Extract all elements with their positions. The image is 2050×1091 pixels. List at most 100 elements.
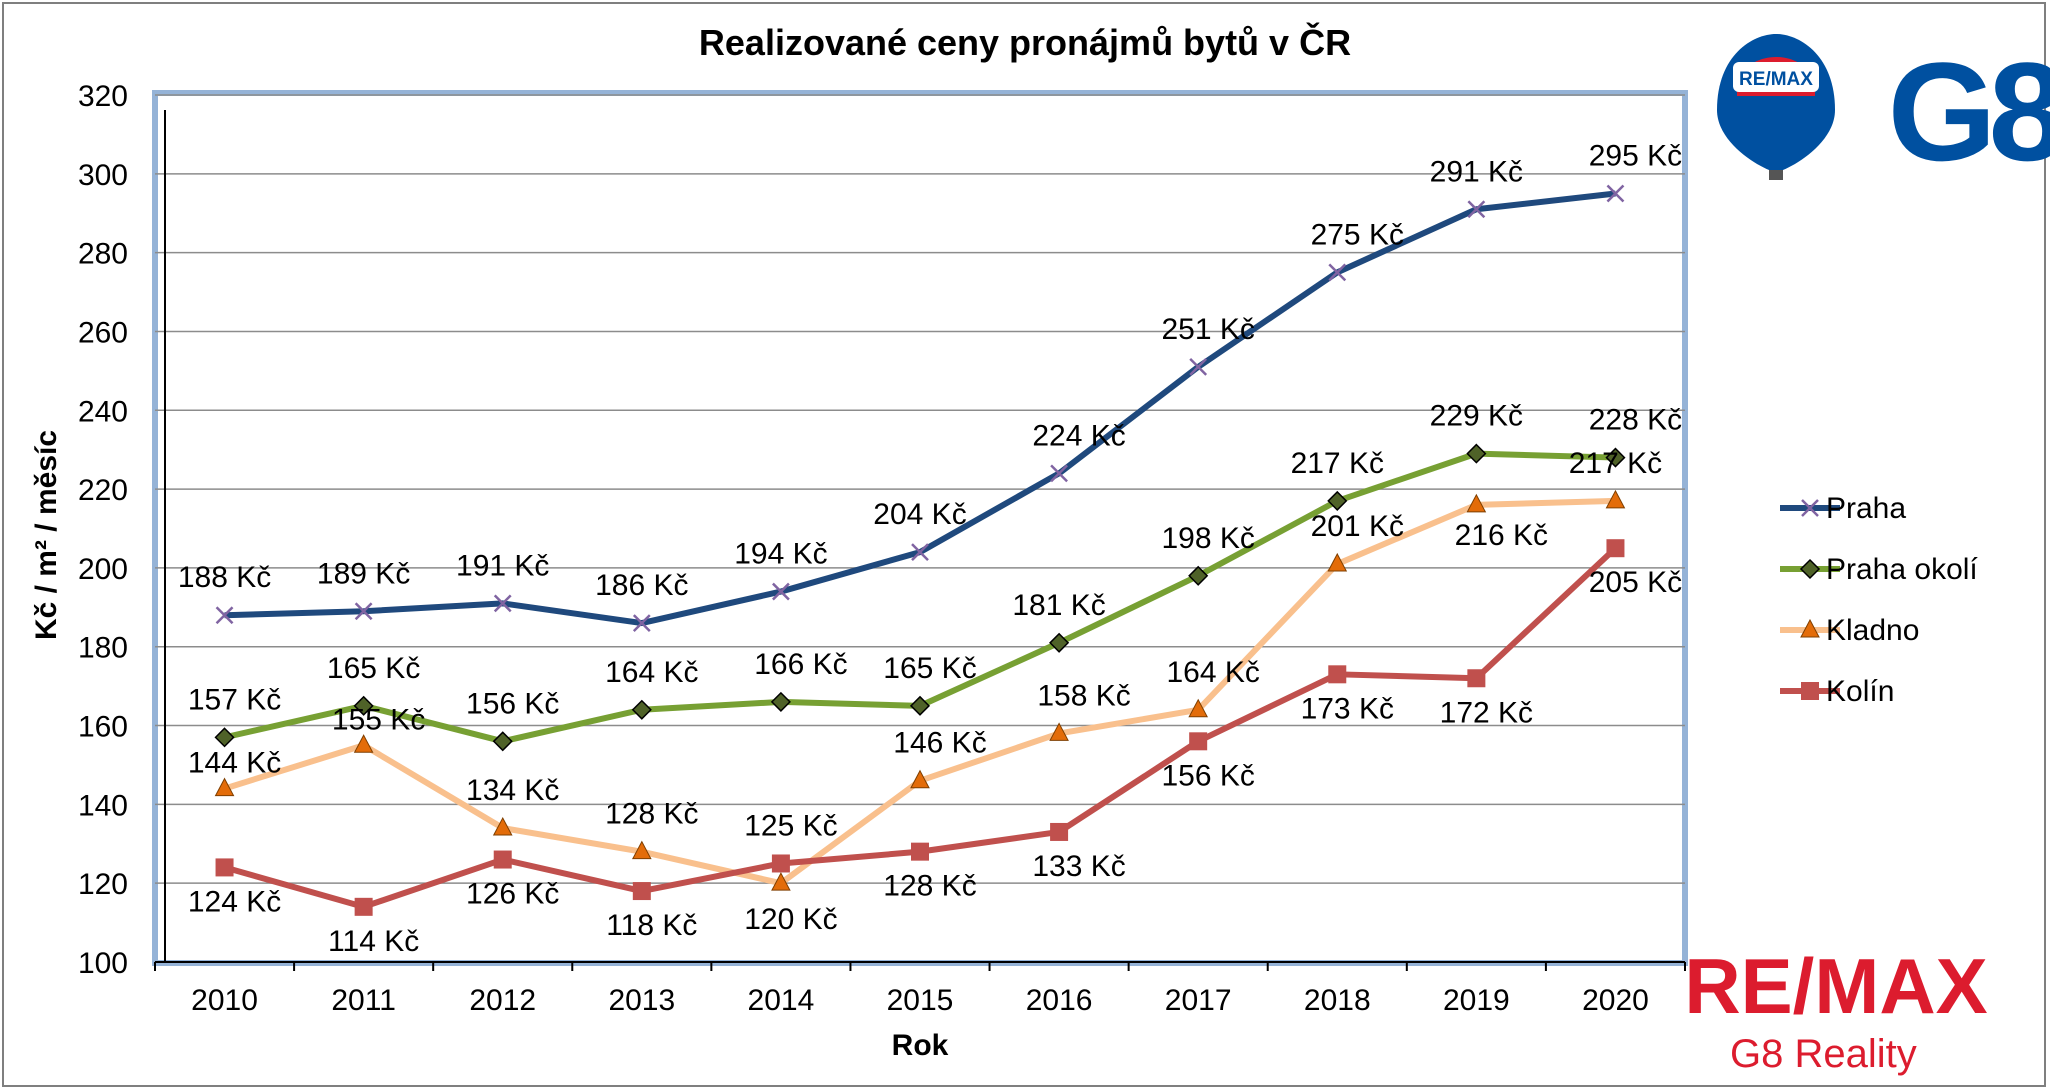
data-point-diamond [492,731,513,752]
data-label: 164 Kč [605,656,698,689]
y-tick-label: 220 [78,474,128,507]
series-line [223,497,1616,887]
data-point-square [1467,669,1486,688]
svg-text:RE/MAX: RE/MAX [1739,69,1813,90]
data-point-square [771,854,790,873]
data-label: 217 Kč [1291,447,1384,480]
legend-label: Praha [1826,492,1906,525]
data-point-x [1328,263,1347,282]
data-label: 251 Kč [1161,313,1254,346]
data-point-square [1328,665,1347,684]
y-tick-label: 120 [78,868,128,901]
data-point-diamond [1188,565,1209,586]
data-point-square [911,842,929,861]
y-axis-title: Kč / m² / měsíc [30,430,63,640]
data-point-x [1606,184,1625,203]
series-markers [214,184,1626,916]
data-point-diamond [1327,490,1348,511]
data-label: 229 Kč [1430,400,1523,433]
data-label: 189 Kč [317,557,410,590]
data-label: 198 Kč [1161,522,1254,555]
data-label: 188 Kč [178,561,271,594]
data-point-square [493,850,512,869]
y-tick-label: 180 [78,632,128,665]
data-point-square [1189,732,1208,751]
y-tick-label: 260 [78,316,128,349]
data-label: 166 Kč [754,648,847,681]
data-point-triangle [1327,552,1348,572]
data-point-x [493,594,512,613]
data-point-x [911,543,929,562]
y-tick-label: 320 [78,80,128,113]
data-label: 164 Kč [1166,656,1259,689]
data-label: 125 Kč [744,809,837,842]
data-label: 191 Kč [456,549,549,582]
data-label: 155 Kč [332,703,425,736]
legend-label: Praha okolí [1826,553,1978,586]
data-point-triangle [1188,698,1209,718]
chart-title: Realizované ceny pronájmů bytů v ČR [699,21,1351,63]
data-label: 120 Kč [744,903,837,936]
data-point-triangle [1049,722,1069,741]
data-point-triangle [631,840,652,860]
data-label: 224 Kč [1032,419,1125,452]
data-point-triangle [214,777,235,797]
series-lines [223,190,1618,910]
x-tick-label: 2015 [887,984,954,1017]
x-tick-label: 2020 [1582,984,1649,1017]
x-axis-title: Rok [892,1029,949,1062]
data-label: 133 Kč [1032,850,1125,883]
data-label: 201 Kč [1311,510,1404,543]
x-tick-label: 2010 [191,984,258,1017]
data-label: 157 Kč [188,683,281,716]
data-label: 186 Kč [595,569,688,602]
legend-label: Kladno [1826,614,1919,647]
data-label: 228 Kč [1589,404,1682,437]
series-line [224,190,1616,627]
x-tick-label: 2017 [1165,984,1232,1017]
data-point-square [215,858,234,877]
data-label: 204 Kč [873,498,966,531]
data-label: 165 Kč [883,652,976,685]
data-label: 216 Kč [1455,519,1548,552]
company-name: G8 Reality [1730,1032,1917,1076]
y-axis: 100 120 140 160 180 200 220 240 260 280 300 320 [78,80,166,980]
data-point-triangle [353,734,374,753]
data-point-x [1467,200,1486,219]
data-point-diamond [770,691,791,712]
data-point-square [354,897,373,916]
data-point-diamond [1049,632,1070,653]
data-point-x [1189,358,1208,376]
y-tick-label: 160 [78,711,128,744]
data-label: 158 Kč [1037,679,1130,712]
data-label: 291 Kč [1430,155,1523,188]
data-label: 144 Kč [188,747,281,780]
x-tick-label: 2013 [608,984,675,1017]
x-tick-label: 2014 [748,984,815,1017]
data-point-diamond [631,699,652,720]
x-tick-label: 2012 [469,984,536,1017]
remax-balloon-logo: RE/MAX [1717,34,1835,180]
grid [155,94,1685,963]
data-labels: 188 Kč 189 Kč 191 Kč 186 Kč 194 Kč 204 Kč 224 … [178,140,1682,958]
x-tick-label: 2011 [331,984,396,1017]
data-point-triangle [492,816,513,836]
data-label: 172 Kč [1440,696,1533,729]
data-point-triangle [1800,618,1820,638]
data-point-x [772,582,790,601]
g8-logo: G8 [1888,33,2050,190]
data-point-diamond [909,695,931,716]
data-label: 156 Kč [466,687,559,720]
data-label: 134 Kč [466,774,559,807]
legend-label: Kolín [1826,675,1894,708]
data-label: 194 Kč [734,538,827,571]
remax-wordmark: RE/MAX [1684,942,1987,1030]
x-tick-label: 2018 [1304,984,1371,1017]
data-label: 165 Kč [327,652,420,685]
data-point-triangle [910,769,930,789]
data-label: 118 Kč [606,909,697,942]
data-point-diamond [1466,443,1487,464]
data-point-x [632,614,651,632]
data-label: 128 Kč [605,798,698,831]
data-point-triangle [1466,493,1487,513]
